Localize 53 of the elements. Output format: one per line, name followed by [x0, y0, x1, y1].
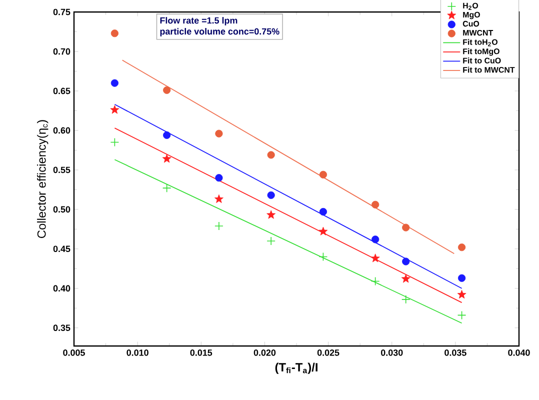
- x-tick-label: 0.030: [381, 350, 403, 356]
- point: [402, 224, 410, 232]
- point: [266, 236, 276, 246]
- point: [370, 254, 380, 262]
- point: [372, 236, 380, 244]
- point: [163, 86, 171, 94]
- point: [457, 310, 466, 320]
- point: [458, 274, 466, 282]
- x-tick-label: 0.020: [254, 350, 276, 356]
- point: [214, 222, 224, 230]
- point: [372, 200, 380, 208]
- point: [266, 210, 276, 219]
- point: [370, 276, 380, 286]
- x-tick-label: 0.025: [317, 350, 340, 356]
- point: [401, 274, 410, 283]
- y-axis-title: Collector efficiency(η$_{c}$): [37, 120, 48, 238]
- y-tick-label: 0.50: [53, 206, 70, 213]
- y-tick-label: 0.75: [53, 8, 70, 16]
- annotation: Flow rate =1.5 lpm: [160, 17, 238, 26]
- point: [162, 184, 172, 192]
- point: [163, 131, 171, 139]
- point: [214, 194, 224, 203]
- x-tick-label: 0.005: [63, 350, 85, 356]
- x-tick-label: 0.010: [126, 350, 148, 356]
- point: [458, 244, 466, 252]
- y-tick-label: 0.55: [53, 166, 70, 174]
- point: [319, 170, 327, 178]
- x-axis-title: (T$_{fi}$-T$_{a}$)/I: [275, 362, 318, 374]
- y-tick-label: 0.40: [53, 285, 70, 292]
- point: [110, 105, 120, 114]
- point: [267, 151, 275, 159]
- point: [110, 30, 118, 38]
- point: [319, 208, 327, 216]
- point: [215, 130, 223, 138]
- annotation: particle volume conc=0.75%: [160, 28, 280, 36]
- point: [215, 174, 223, 182]
- point: [318, 226, 328, 236]
- point: [267, 191, 275, 199]
- x-tick-label: 0.035: [444, 350, 466, 356]
- point: [110, 138, 120, 147]
- point: [318, 252, 328, 262]
- point: [110, 79, 118, 87]
- y-tick-label: 0.60: [53, 127, 70, 134]
- x-tick-label: 0.015: [190, 350, 212, 356]
- y-tick-label: 0.45: [53, 246, 70, 252]
- x-tick-label: 0.040: [508, 350, 530, 356]
- y-tick-label: 0.70: [53, 48, 70, 55]
- point: [402, 258, 410, 266]
- point: [162, 154, 172, 163]
- point: [401, 295, 410, 304]
- y-tick-label: 0.35: [53, 324, 70, 332]
- y-tick-label: 0.65: [53, 88, 70, 94]
- point: [457, 290, 466, 299]
